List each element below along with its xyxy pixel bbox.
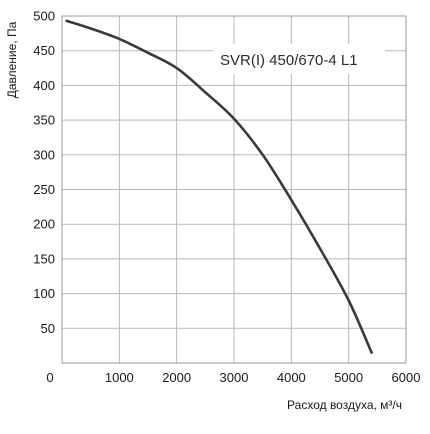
y-tick-label: 100: [33, 286, 55, 301]
axis-labels: SVR(I) 450/670-4 L1 Расход воздуха, м³/ч Д…: [5, 21, 402, 412]
y-tick-label: 500: [33, 9, 55, 24]
x-tick-label: 6000: [392, 370, 421, 385]
x-tick-label: 4000: [277, 370, 306, 385]
model-label: SVR(I) 450/670-4 L1: [220, 52, 358, 69]
x-tick-label: 1000: [105, 370, 134, 385]
y-tick-label: 400: [33, 78, 55, 93]
curve-layer: [65, 19, 373, 354]
y-axis-label: Давление, Па: [5, 21, 19, 98]
x-tick-label: 0: [46, 370, 53, 385]
y-tick-label: 50: [41, 321, 55, 336]
y-tick-label: 350: [33, 113, 55, 128]
x-tick-label: 3000: [220, 370, 249, 385]
y-tick-label: 300: [33, 147, 55, 162]
y-tick-label: 450: [33, 43, 55, 58]
model-label-box: [213, 44, 385, 74]
x-axis-label: Расход воздуха, м³/ч: [287, 398, 402, 412]
fan-curve-line: [65, 19, 373, 354]
tick-labels: 0 1000 2000 3000 4000 5000 6000 50 100 150 200 250 3…: [33, 9, 420, 386]
x-tick-label: 2000: [162, 370, 191, 385]
y-tick-label: 150: [33, 251, 55, 266]
y-tick-label: 250: [33, 182, 55, 197]
plot-frame: [61, 15, 407, 364]
y-tick-label: 200: [33, 217, 55, 232]
x-tick-label: 5000: [334, 370, 363, 385]
